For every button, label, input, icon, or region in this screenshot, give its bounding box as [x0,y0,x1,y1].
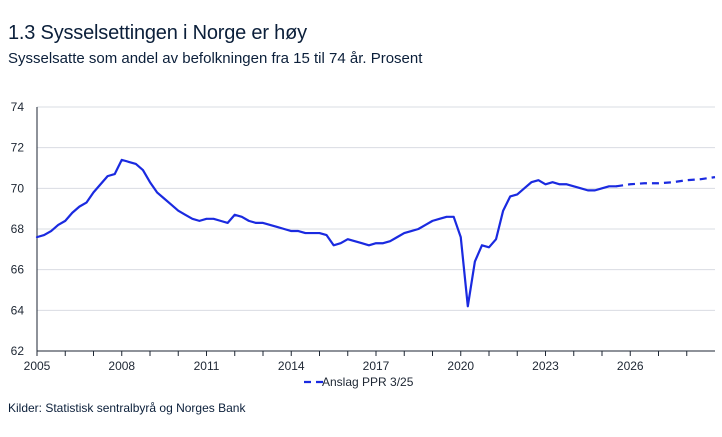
forecast-line [615,176,716,188]
y-tick-label: 62 [11,344,25,358]
x-tick-label: 2023 [532,359,559,373]
y-tick-label: 68 [11,222,25,236]
x-tick-label: 2026 [617,359,644,373]
x-tick-label: 2005 [24,359,51,373]
employment-line [35,158,618,308]
x-tick-label: 2020 [447,359,474,373]
axes [36,107,715,356]
y-tick-label: 72 [11,141,25,155]
y-tick-label: 74 [11,100,25,114]
legend: Anslag PPR 3/25 [304,375,414,389]
chart-title: 1.3 Sysselsettingen i Norge er høy [8,22,307,44]
x-tick-label: 2008 [108,359,135,373]
x-tick-labels: 2005 2008 2011 2014 2017 2020 2023 2026 [24,359,644,373]
gridlines [37,106,715,311]
y-tick-label: 64 [11,303,25,317]
x-tick-label: 2014 [278,359,305,373]
source-note: Kilder: Statistisk sentralbyrå og Norges… [8,401,246,415]
x-tick-label: 2017 [363,359,390,373]
y-tick-label: 66 [11,263,25,277]
y-tick-label: 70 [11,181,25,195]
x-tick-label: 2011 [194,359,220,373]
legend-label: Anslag PPR 3/25 [322,375,414,389]
y-tick-labels: 62 64 66 68 70 72 74 [11,100,25,358]
series-lines [35,158,716,308]
chart-subtitle: Sysselsatte som andel av befolkningen fr… [8,50,423,67]
